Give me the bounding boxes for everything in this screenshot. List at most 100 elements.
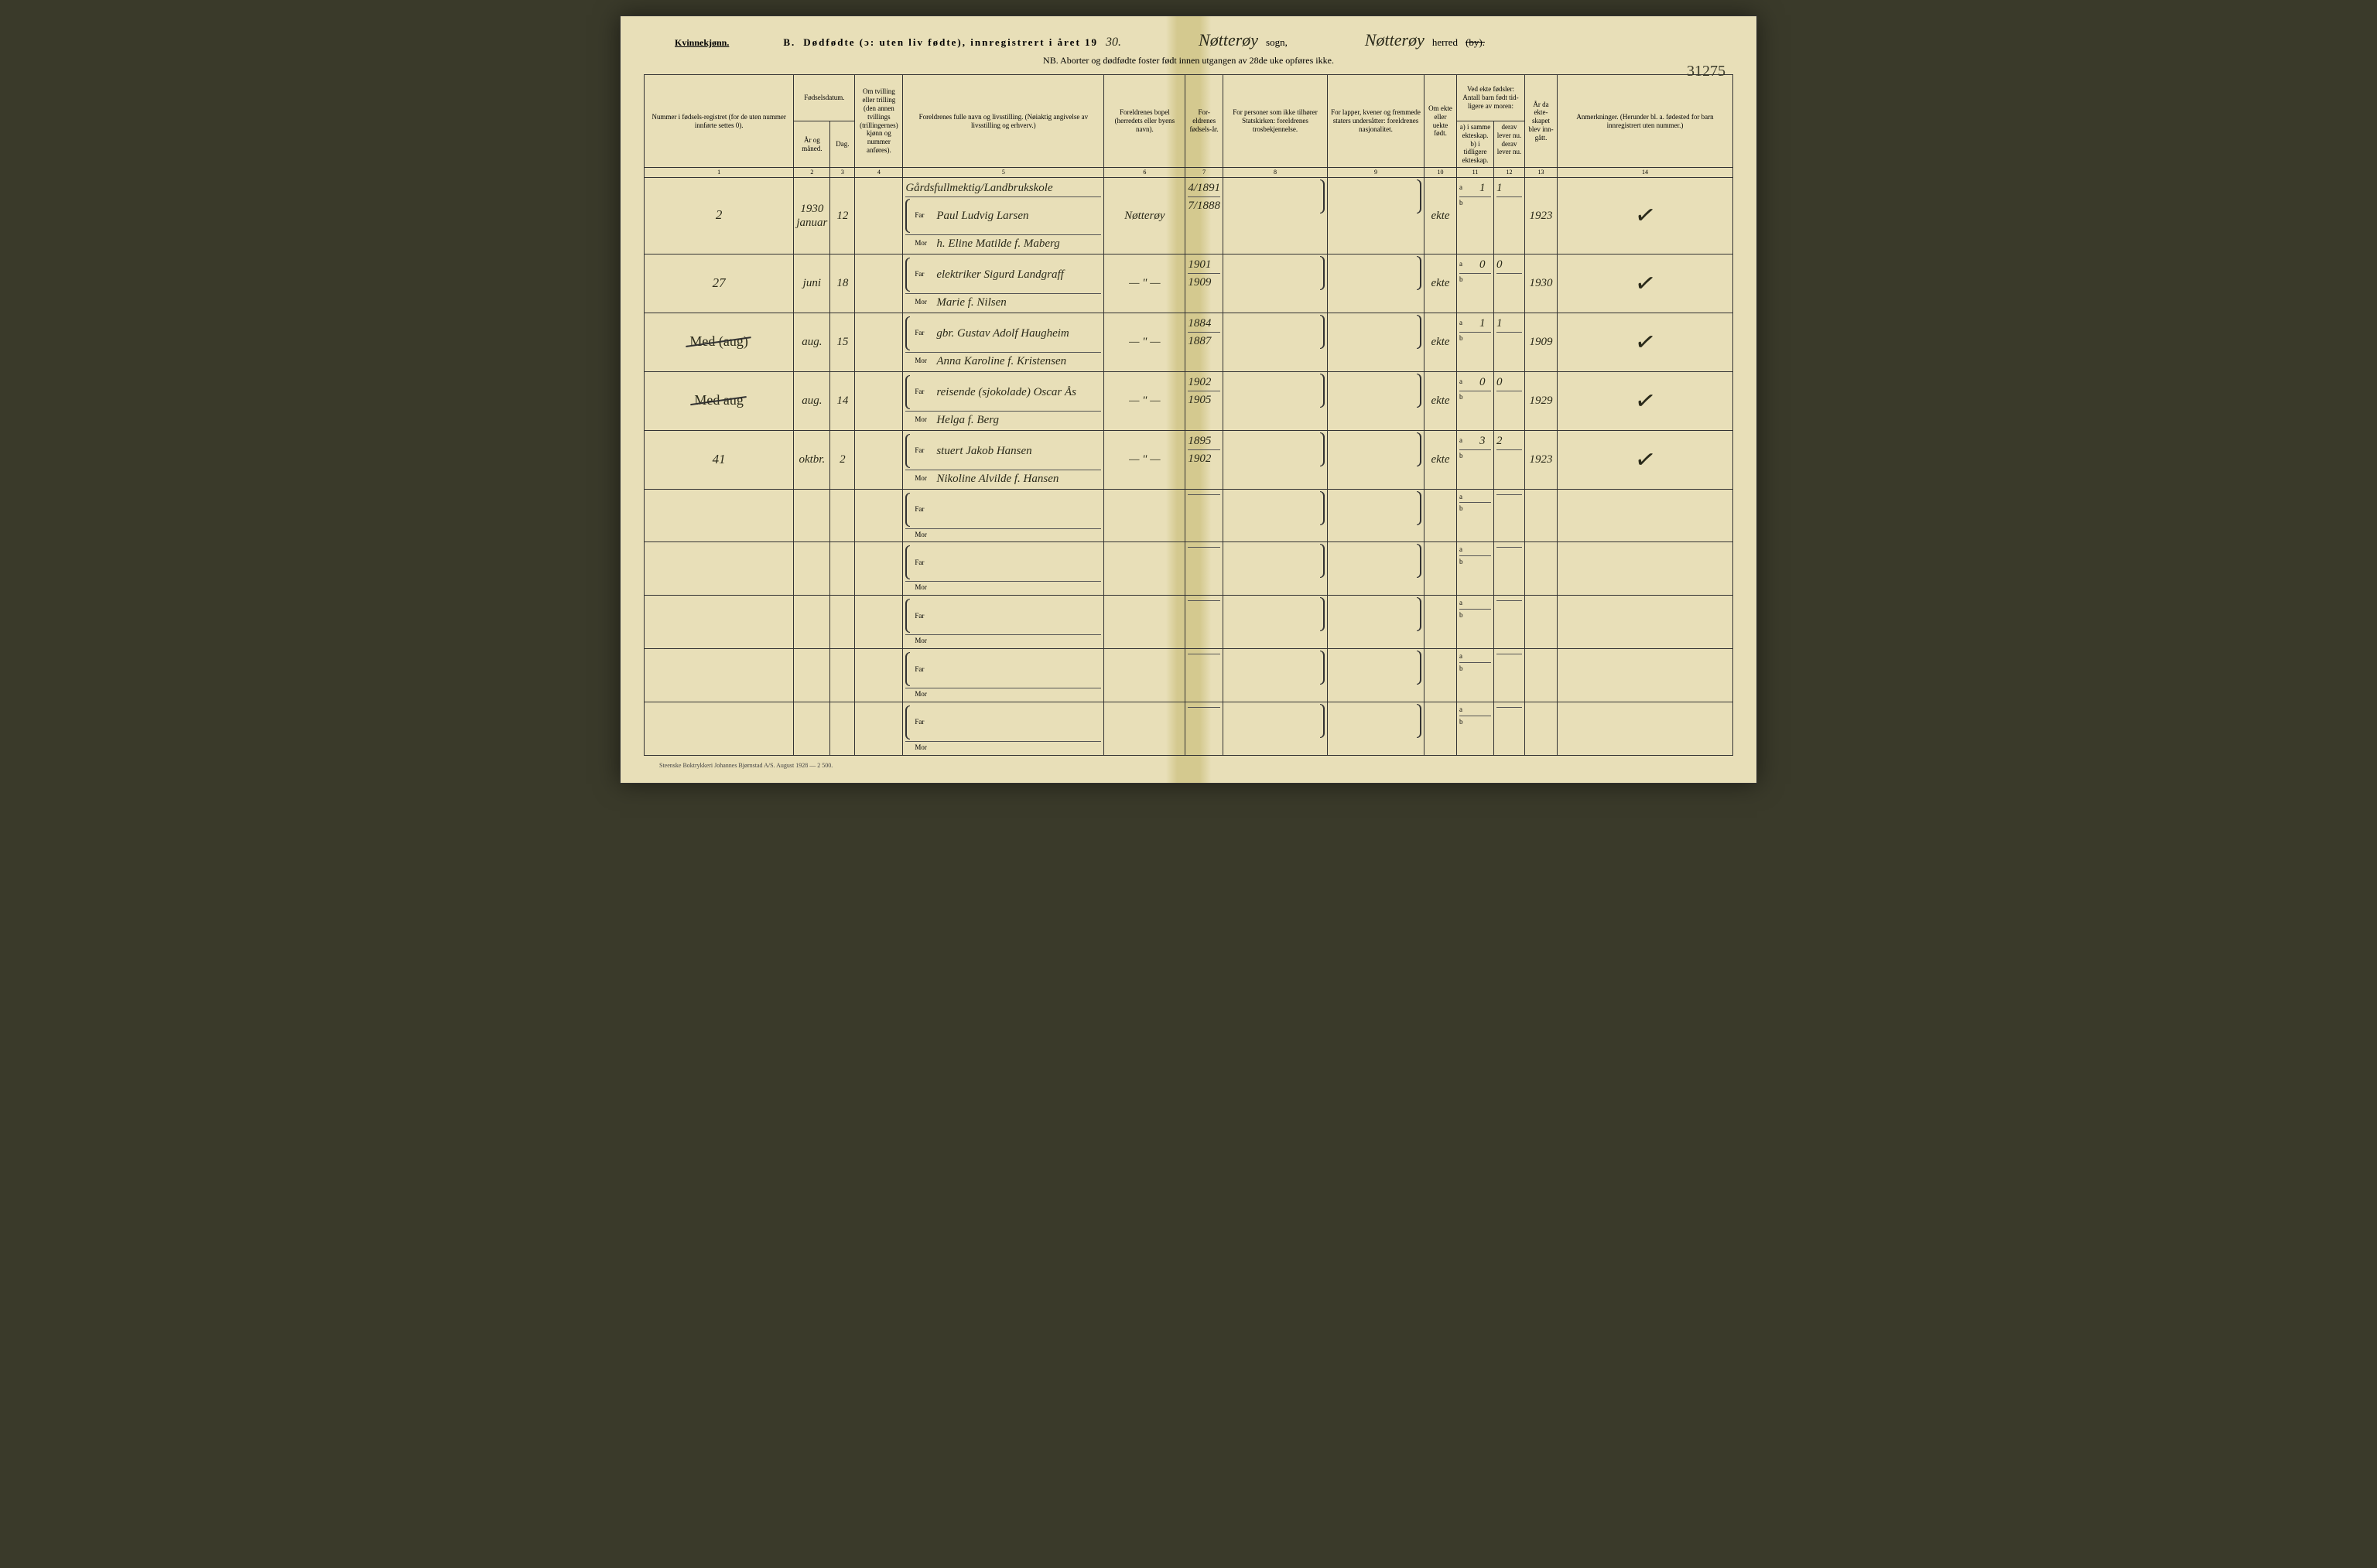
cell-prev-children: a b (1457, 542, 1494, 596)
cell-remarks: ✓ (1558, 430, 1733, 489)
colnum: 12 (1494, 168, 1525, 178)
cell-living (1494, 542, 1525, 596)
cell-day (830, 648, 855, 702)
cell-nationality (1328, 313, 1424, 371)
cell-living: 0 (1494, 371, 1525, 430)
cell-birthyears: 1901 1909 (1185, 254, 1223, 313)
table-row: 2 1930januar 12 Gårdsfullmektig/Landbruk… (645, 177, 1733, 254)
col-header-5: Foreldrenes bopel (herredets eller byens… (1104, 75, 1185, 168)
cell-remarks (1558, 648, 1733, 702)
cell-married-year: 1923 (1525, 177, 1558, 254)
col-header-10a: a) i samme ekteskap. b) i tidligere ekte… (1457, 121, 1494, 168)
cell-prev-children: a3 b (1457, 430, 1494, 489)
cell-living: 0 (1494, 254, 1525, 313)
cell-living: 2 (1494, 430, 1525, 489)
cell-faith (1223, 648, 1328, 702)
cell-twin (855, 254, 903, 313)
colnum: 8 (1223, 168, 1328, 178)
cell-twin (855, 648, 903, 702)
col-header-4: Foreldrenes fulle navn og livsstilling. … (903, 75, 1104, 168)
cell-married-year: 1929 (1525, 371, 1558, 430)
herred-label: herred (1432, 36, 1458, 49)
cell-bopel: — " — (1104, 430, 1185, 489)
cell-faith (1223, 542, 1328, 596)
cell-married-year (1525, 542, 1558, 596)
cell-birthyears (1185, 542, 1223, 596)
table-row: Med aug aug. 14 Farreisende (sjokolade) … (645, 371, 1733, 430)
cell-bopel (1104, 648, 1185, 702)
cell-nationality (1328, 254, 1424, 313)
cell-remarks (1558, 542, 1733, 596)
cell-nationality (1328, 371, 1424, 430)
cell-birthyears: 1895 1902 (1185, 430, 1223, 489)
cell-parents: Far Mor (903, 702, 1104, 755)
col-header-1: Nummer i fødsels-registret (for de uten … (645, 75, 794, 168)
cell-day: 15 (830, 313, 855, 371)
cell-faith (1223, 177, 1328, 254)
cell-birthyears (1185, 648, 1223, 702)
cell-bopel: — " — (1104, 313, 1185, 371)
cell-ekte: ekte (1424, 430, 1457, 489)
cell-twin (855, 702, 903, 755)
cell-num (645, 489, 794, 542)
cell-bopel (1104, 596, 1185, 649)
cell-day: 18 (830, 254, 855, 313)
colnum: 3 (830, 168, 855, 178)
cell-day (830, 542, 855, 596)
cell-married-year: 1923 (1525, 430, 1558, 489)
cell-prev-children: a1 b (1457, 313, 1494, 371)
cell-remarks: ✓ (1558, 254, 1733, 313)
cell-faith (1223, 430, 1328, 489)
colnum: 6 (1104, 168, 1185, 178)
table-row: 41 oktbr. 2 Farstuert Jakob Hansen MorNi… (645, 430, 1733, 489)
cell-faith (1223, 702, 1328, 755)
cell-ekte (1424, 596, 1457, 649)
register-page: Kvinnekjønn. B. Dødfødte (ɔ: uten liv fø… (620, 15, 1757, 784)
cell-birthyears (1185, 489, 1223, 542)
cell-prev-children: a b (1457, 648, 1494, 702)
title-main: Dødfødte (ɔ: uten liv fødte), innregistr… (803, 36, 1098, 49)
cell-day: 14 (830, 371, 855, 430)
cell-parents: Gårdsfullmektig/Landbrukskole FarPaul Lu… (903, 177, 1104, 254)
archive-page-number: 31275 (1687, 63, 1725, 80)
cell-married-year (1525, 489, 1558, 542)
col-header-6: For-eldrenes fødsels-år. (1185, 75, 1223, 168)
cell-num: 27 (645, 254, 794, 313)
cell-month (794, 489, 830, 542)
colnum: 4 (855, 168, 903, 178)
colnum: 13 (1525, 168, 1558, 178)
cell-twin (855, 489, 903, 542)
colnum: 11 (1457, 168, 1494, 178)
cell-remarks (1558, 702, 1733, 755)
cell-parents: Far Mor (903, 596, 1104, 649)
cell-married-year: 1930 (1525, 254, 1558, 313)
cell-faith (1223, 313, 1328, 371)
cell-ekte: ekte (1424, 254, 1457, 313)
cell-remarks: ✓ (1558, 371, 1733, 430)
cell-month: oktbr. (794, 430, 830, 489)
col-header-2a: År og måned. (794, 121, 830, 168)
colnum: 7 (1185, 168, 1223, 178)
cell-living (1494, 702, 1525, 755)
cell-bopel (1104, 702, 1185, 755)
cell-num: 2 (645, 177, 794, 254)
cell-prev-children: a0 b (1457, 254, 1494, 313)
nb-note: NB. Aborter og dødfødte foster født inne… (644, 55, 1733, 67)
cell-ekte: ekte (1424, 177, 1457, 254)
cell-bopel: — " — (1104, 254, 1185, 313)
cell-month: 1930januar (794, 177, 830, 254)
cell-month (794, 648, 830, 702)
col-header-9: Om ekte eller uekte født. (1424, 75, 1457, 168)
cell-birthyears: 1902 1905 (1185, 371, 1223, 430)
cell-nationality (1328, 177, 1424, 254)
table-row: 27 juni 18 Farelektriker Sigurd Landgraf… (645, 254, 1733, 313)
cell-month (794, 542, 830, 596)
cell-day: 2 (830, 430, 855, 489)
table-header: Nummer i fødsels-registret (for de uten … (645, 75, 1733, 178)
cell-faith (1223, 254, 1328, 313)
cell-nationality (1328, 489, 1424, 542)
cell-living: 1 (1494, 177, 1525, 254)
cell-prev-children: a0 b (1457, 371, 1494, 430)
cell-bopel: Nøtterøy (1104, 177, 1185, 254)
header-line-1: Kvinnekjønn. B. Dødfødte (ɔ: uten liv fø… (644, 30, 1733, 50)
